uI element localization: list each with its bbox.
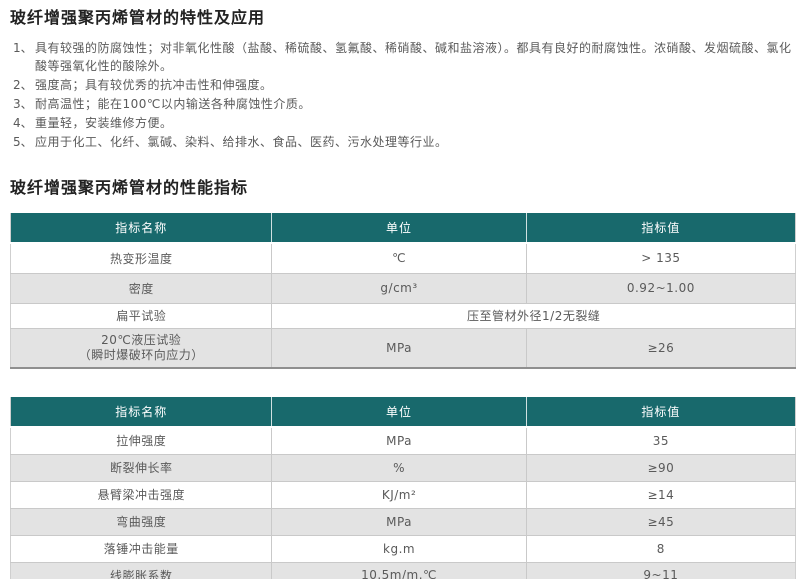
- cell-unit: g/cm³: [271, 272, 527, 303]
- list-item-text: 应用于化工、化纤、氯碱、染料、给排水、食品、医药、污水处理等行业。: [35, 135, 448, 149]
- table-row: 线膨胀系数 10.5m/m.℃ 9~11: [10, 561, 796, 579]
- list-item-text: 重量轻，安装维修方便。: [35, 116, 173, 130]
- list-item-number: 2、: [13, 78, 33, 92]
- list-item: 4、 重量轻，安装维修方便。: [13, 114, 795, 132]
- list-item: 5、 应用于化工、化纤、氯碱、染料、给排水、食品、医药、污水处理等行业。: [13, 133, 795, 151]
- table-row: 拉伸强度 MPa 35: [11, 427, 796, 454]
- table-row: 扁平试验 压至管材外径1/2无裂缝: [10, 302, 796, 328]
- cell-unit: MPa: [271, 327, 527, 368]
- cell-name: 落锤冲击能量: [10, 534, 272, 562]
- cell-value: 8: [525, 534, 796, 562]
- cell-name: 断裂伸长率: [10, 453, 272, 481]
- cell-value: > 135: [525, 243, 796, 273]
- performance-table-1: 指标名称 单位 指标值 热变形温度 ℃ > 135 密度 g/cm³ 0.92~…: [10, 213, 796, 369]
- cell-name: 线膨胀系数: [10, 561, 272, 579]
- table-row: 落锤冲击能量 kg.m 8: [10, 534, 796, 562]
- list-item-number: 4、: [13, 116, 33, 130]
- column-header-name: 指标名称: [10, 397, 272, 428]
- cell-name: 拉伸强度: [116, 434, 167, 449]
- cell-name: 密度: [10, 272, 272, 303]
- list-item-text: 具有较强的防腐蚀性；对非氧化性酸（盐酸、稀硫酸、氢氟酸、稀硝酸、碱和盐溶液）。都…: [35, 41, 792, 73]
- cell-value: 0.92~1.00: [525, 272, 796, 303]
- column-header-value: 指标值: [525, 397, 796, 428]
- cell-unit: MPa: [271, 427, 527, 454]
- cell-value: 9~11: [525, 561, 796, 579]
- list-item: 1、 具有较强的防腐蚀性；对非氧化性酸（盐酸、稀硫酸、氢氟酸、稀硝酸、碱和盐溶液…: [13, 39, 795, 75]
- cell-unit: kg.m: [271, 534, 527, 562]
- list-item-number: 1、: [13, 41, 33, 55]
- table-row: 弯曲强度 MPa ≥45: [10, 507, 796, 535]
- cell-unit: ℃: [271, 243, 527, 273]
- cell-unit: %: [271, 453, 527, 481]
- page-title: 玻纤增强聚丙烯管材的特性及应用: [10, 8, 266, 27]
- table-header-row: 指标名称 单位 指标值: [10, 213, 796, 244]
- column-header-value: 指标值: [525, 213, 796, 244]
- cell-value: ≥45: [525, 507, 796, 535]
- table-row: 热变形温度 ℃ > 135: [11, 243, 796, 273]
- section-title-performance: 玻纤增强聚丙烯管材的性能指标: [10, 178, 249, 197]
- table-row: 密度 g/cm³ 0.92~1.00: [10, 272, 796, 303]
- cell-merged-value: 压至管材外径1/2无裂缝: [271, 302, 796, 328]
- list-item: 2、 强度高；具有较优秀的抗冲击性和伸强度。: [13, 76, 795, 94]
- cell-name: 悬臂梁冲击强度: [10, 480, 272, 508]
- table-row: 悬臂梁冲击强度 KJ/m² ≥14: [10, 480, 796, 508]
- cell-value: ≥26: [525, 327, 796, 368]
- cell-value: ≥14: [525, 480, 796, 508]
- cell-value: 35: [525, 427, 796, 454]
- list-item-text: 耐高温性；能在100℃以内输送各种腐蚀性介质。: [35, 97, 311, 111]
- cell-unit: 10.5m/m.℃: [271, 561, 527, 579]
- cell-unit: MPa: [271, 507, 527, 535]
- cell-name: 扁平试验: [10, 302, 272, 328]
- list-item: 3、 耐高温性；能在100℃以内输送各种腐蚀性介质。: [13, 95, 795, 113]
- cell-name: 弯曲强度: [10, 507, 272, 535]
- cell-name: 热变形温度: [109, 251, 173, 266]
- feature-list: 1、 具有较强的防腐蚀性；对非氧化性酸（盐酸、稀硫酸、氢氟酸、稀硝酸、碱和盐溶液…: [10, 39, 795, 151]
- list-item-text: 强度高；具有较优秀的抗冲击性和伸强度。: [35, 78, 273, 92]
- cell-unit: KJ/m²: [271, 480, 527, 508]
- column-header-name: 指标名称: [10, 213, 272, 244]
- table-row: 20℃液压试验 （瞬时爆破环向应力） MPa ≥26: [10, 327, 796, 368]
- cell-name-line2: （瞬时爆破环向应力）: [78, 347, 204, 362]
- list-item-number: 5、: [13, 135, 33, 149]
- column-header-unit: 单位: [271, 397, 527, 428]
- column-header-unit: 单位: [271, 213, 527, 244]
- cell-name-line1: 20℃液压试验: [101, 332, 182, 347]
- table-row: 断裂伸长率 % ≥90: [10, 453, 796, 481]
- table-header-row: 指标名称 单位 指标值: [10, 397, 796, 428]
- cell-value: ≥90: [525, 453, 796, 481]
- cell-name: 20℃液压试验 （瞬时爆破环向应力）: [10, 327, 272, 368]
- performance-table-2: 指标名称 单位 指标值 拉伸强度 MPa 35 断裂伸长率 % ≥90 悬臂梁冲…: [10, 397, 796, 579]
- list-item-number: 3、: [13, 97, 33, 111]
